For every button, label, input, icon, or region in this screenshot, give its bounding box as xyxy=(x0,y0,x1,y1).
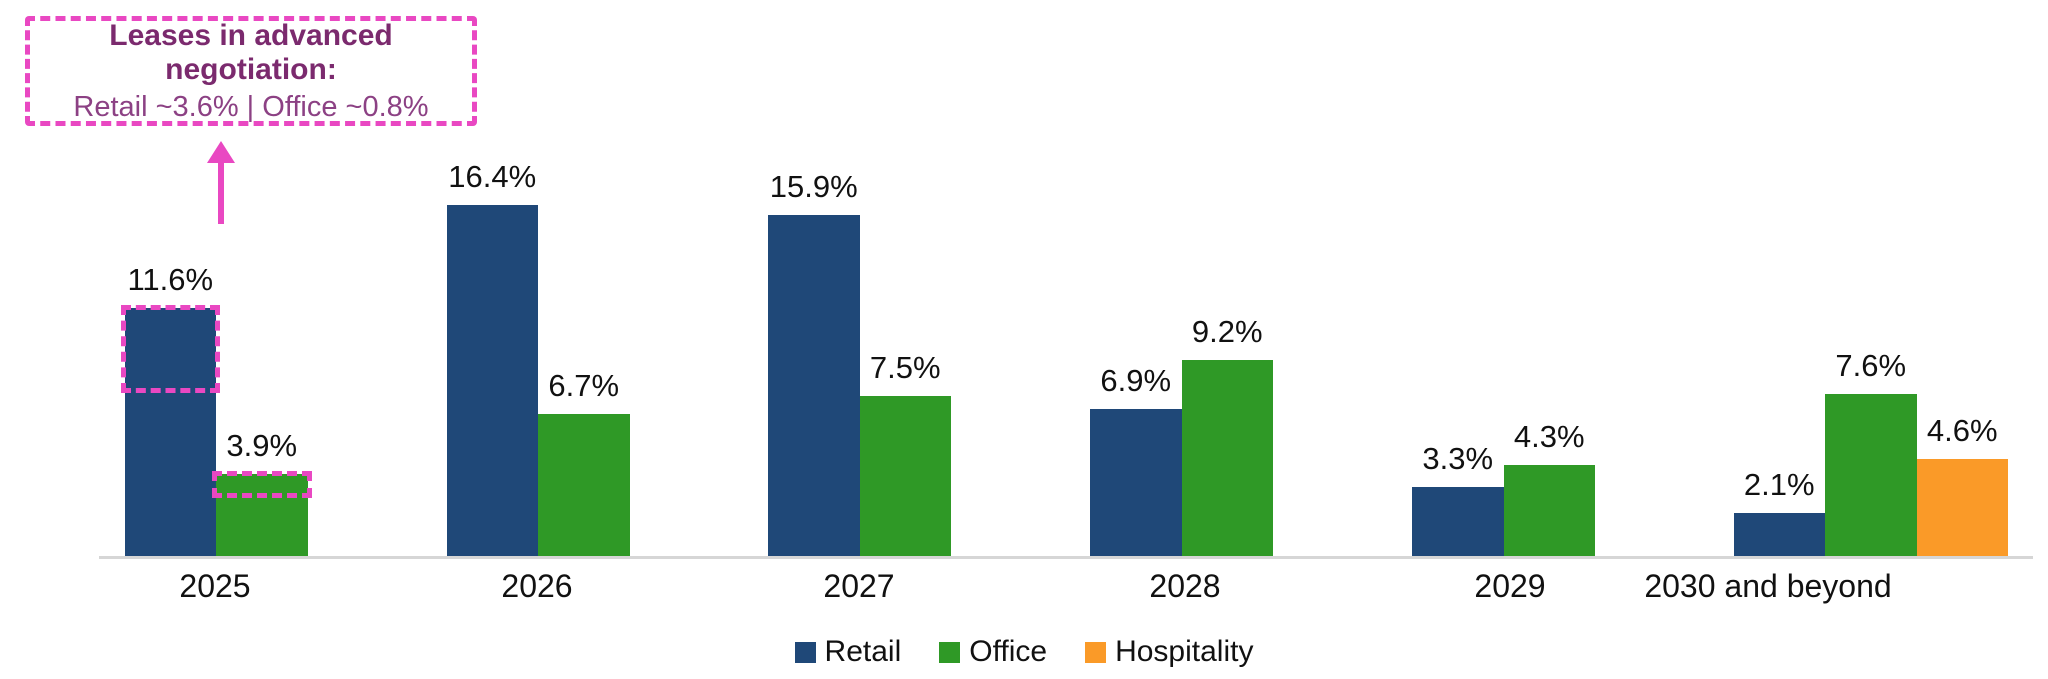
legend-item-retail: Retail xyxy=(794,634,902,670)
callout-title: Leases in advanced negotiation: xyxy=(109,18,393,86)
bar-retail-2026 xyxy=(446,205,538,558)
value-label-retail-2025: 11.6% xyxy=(127,262,214,297)
value-label-retail-2030-and-beyond: 2.1% xyxy=(1743,467,1815,502)
legend-item-hospitality: Hospitality xyxy=(1085,634,1253,670)
legend-swatch-retail-icon xyxy=(794,641,816,663)
bar-retail-2025 xyxy=(124,308,216,558)
legend-label-hospitality: Hospitality xyxy=(1115,635,1254,668)
value-label-retail-2027: 15.9% xyxy=(769,169,858,204)
x-axis-line xyxy=(99,556,2033,559)
value-label-office-2025: 3.9% xyxy=(226,428,298,463)
value-label-hospitality-2030-and-beyond: 4.6% xyxy=(1926,413,1998,448)
legend-label-office: Office xyxy=(969,635,1048,668)
highlight-rect-office-2025 xyxy=(212,471,312,498)
bar-retail-2029 xyxy=(1412,487,1504,558)
x-axis-label-2027: 2027 xyxy=(823,568,895,604)
x-axis-label-2025: 2025 xyxy=(179,568,251,604)
value-label-office-2028: 9.2% xyxy=(1191,314,1263,349)
bar-office-2026 xyxy=(538,414,630,558)
legend-label-retail: Retail xyxy=(824,635,902,668)
bar-office-2025 xyxy=(216,474,308,558)
callout-detail: Retail ~3.6% | Office ~0.8% xyxy=(73,90,429,123)
value-label-office-2027: 7.5% xyxy=(869,350,941,385)
callout-arrow-head-icon xyxy=(207,141,235,163)
bar-retail-2030-and-beyond xyxy=(1733,513,1825,558)
bar-office-2029 xyxy=(1503,465,1595,558)
x-axis-label-2028: 2028 xyxy=(1149,568,1221,604)
legend-swatch-hospitality-icon xyxy=(1085,641,1107,663)
x-axis-label-2026: 2026 xyxy=(501,568,573,604)
value-label-retail-2028: 6.9% xyxy=(1100,363,1172,398)
value-label-office-2030-and-beyond: 7.6% xyxy=(1835,348,1907,383)
highlight-rect-retail-2025 xyxy=(120,305,220,393)
callout-arrow-shaft xyxy=(218,160,224,224)
x-axis-label-2030-and-beyond: 2030 and beyond xyxy=(1644,568,1892,604)
legend-swatch-office-icon xyxy=(939,641,961,663)
advanced-negotiation-callout: Leases in advanced negotiation: Retail ~… xyxy=(25,16,477,126)
value-label-retail-2029: 3.3% xyxy=(1422,441,1494,476)
value-label-office-2029: 4.3% xyxy=(1513,419,1585,454)
bar-office-2028 xyxy=(1181,360,1273,558)
bar-retail-2027 xyxy=(768,215,860,558)
value-label-office-2026: 6.7% xyxy=(548,368,620,403)
bar-retail-2028 xyxy=(1090,409,1182,558)
chart-legend: Retail Office Hospitality xyxy=(0,632,2048,672)
legend-item-office: Office xyxy=(939,634,1047,670)
bar-office-2027 xyxy=(859,396,951,558)
bar-office-2030-and-beyond xyxy=(1825,394,1917,558)
value-label-retail-2026: 16.4% xyxy=(448,159,537,194)
bar-hospitality-2030-and-beyond xyxy=(1916,459,2008,558)
x-axis-label-2029: 2029 xyxy=(1474,568,1546,604)
